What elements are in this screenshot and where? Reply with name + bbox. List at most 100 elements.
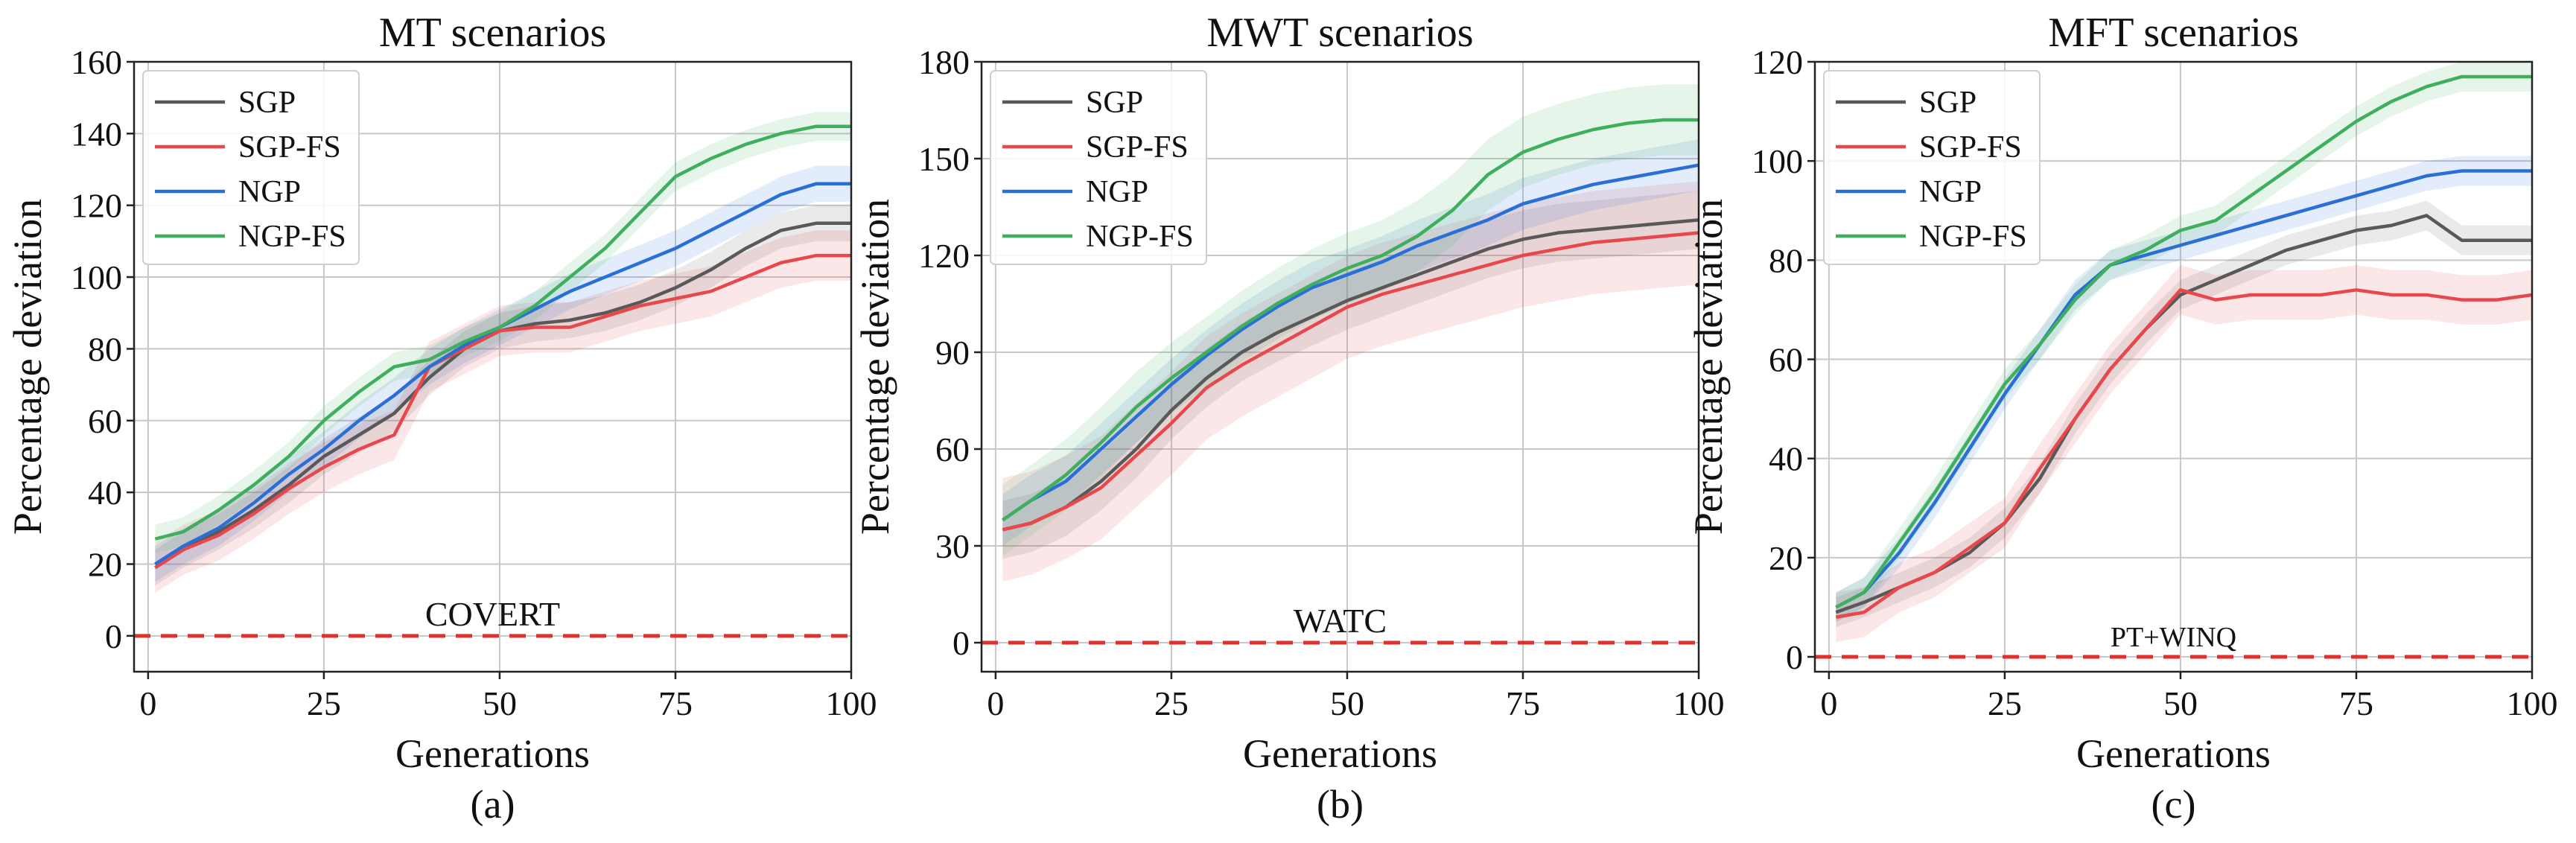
- series-line-ngp-fs: [1835, 74, 2532, 609]
- x-axis-label: Generations: [395, 731, 590, 776]
- x-tick-label: 50: [483, 684, 517, 722]
- panel-caption: (b): [1317, 782, 1364, 827]
- series-lines: [1002, 118, 1699, 532]
- band-sgp-fs: [1836, 265, 2532, 643]
- baseline-label: WATC: [1294, 602, 1387, 640]
- y-axis-label: Percentage deviation: [1686, 199, 1731, 535]
- legend-label-ngp-fs: NGP-FS: [1086, 220, 1194, 254]
- y-tick-label: 180: [918, 43, 970, 81]
- legend-label-sgp: SGP: [238, 86, 296, 120]
- y-tick-label: 120: [1752, 43, 1803, 81]
- legend-box: [1823, 70, 2041, 265]
- x-tick-label: 100: [2507, 684, 2558, 722]
- legend-label-ngp: NGP: [1919, 175, 1982, 209]
- y-tick-label: 0: [953, 624, 970, 662]
- y-tick-label: 120: [918, 237, 970, 275]
- band-ngp: [155, 165, 851, 582]
- legend: SGP SGP-FS NGP NGP-FS: [990, 70, 1207, 265]
- series-line-ngp: [1002, 163, 1699, 522]
- y-tick-label: 100: [1752, 142, 1803, 180]
- y-tick-label: 140: [71, 115, 122, 153]
- y-tick-label: 160: [71, 43, 122, 81]
- y-tick-label: 0: [1786, 638, 1803, 676]
- legend-label-sgp: SGP: [1919, 86, 1976, 120]
- series-line-sgp-fs: [1835, 288, 2533, 619]
- x-tick-label: 0: [139, 684, 156, 722]
- series-line-sgp-fs: [154, 253, 851, 570]
- y-tick-label: 40: [88, 474, 122, 512]
- chart-panel-1: COVERT 0 25 50 75 100 0 20 40 60 80 100 120 140 160 MT …: [5, 10, 877, 827]
- y-tick-label: 80: [1769, 241, 1803, 279]
- y-tick-label: 60: [935, 430, 970, 468]
- band-ngp-fs: [155, 112, 851, 554]
- band-sgp-fs: [1002, 181, 1699, 582]
- legend-box: [990, 70, 1207, 265]
- x-tick-label: 75: [2339, 684, 2373, 722]
- panel-title: MT scenarios: [379, 10, 606, 56]
- y-axis-label: Percentage deviation: [853, 199, 897, 535]
- x-tick-label: 50: [1330, 684, 1364, 722]
- y-tick-label: 20: [1769, 539, 1803, 577]
- x-tick-label: 100: [826, 684, 877, 722]
- series-line-ngp: [1835, 169, 2532, 609]
- y-tick-label: 150: [918, 140, 970, 178]
- chart-panel-2: WATC 0 25 50 75 100 0 30 60 90 120 150 180 MWT scenar…: [853, 10, 1725, 827]
- band-ngp: [1836, 156, 2532, 623]
- chart-panel-3: PT+WINQ 0 25 50 75 100 0 20 40 60 80 100 120 MFT scen…: [1686, 10, 2558, 827]
- y-tick-label: 30: [935, 527, 970, 565]
- confidence-bands: [1836, 62, 2532, 643]
- series-line-ngp-fs: [154, 124, 851, 541]
- y-tick-label: 60: [88, 402, 122, 440]
- plot-frame: [980, 60, 1700, 673]
- series-line-sgp-fs: [1002, 231, 1699, 532]
- x-tick-label: 100: [1673, 684, 1725, 722]
- x-tick-label: 0: [1820, 684, 1837, 722]
- y-tick-label: 90: [935, 334, 970, 372]
- legend-label-sgp-fs: SGP-FS: [1919, 130, 2022, 165]
- y-tick-label: 80: [88, 330, 122, 368]
- y-tick-label: 0: [105, 617, 122, 655]
- band-ngp-fs: [1002, 84, 1699, 556]
- legend-label-sgp: SGP: [1086, 86, 1143, 120]
- x-axis-label: Generations: [1243, 731, 1437, 776]
- series-line-sgp: [1002, 218, 1699, 532]
- y-tick-label: 40: [1769, 440, 1803, 478]
- legend-label-ngp-fs: NGP-FS: [238, 220, 346, 254]
- baseline-label: COVERT: [425, 595, 560, 633]
- x-axis-label: Generations: [2076, 731, 2271, 776]
- x-tick-label: 75: [1506, 684, 1540, 722]
- y-tick-label: 100: [71, 258, 122, 296]
- plot-frame: [1813, 60, 2534, 673]
- series-line-ngp-fs: [1002, 118, 1699, 522]
- y-tick-label: 20: [88, 545, 122, 583]
- panel-caption: (c): [2152, 782, 2196, 827]
- y-axis-label: Percentage deviation: [5, 199, 50, 535]
- legend-label-ngp: NGP: [238, 175, 301, 209]
- x-tick-label: 25: [307, 684, 341, 722]
- panel-title: MFT scenarios: [2048, 10, 2299, 56]
- legend-label-ngp-fs: NGP-FS: [1919, 220, 2027, 254]
- legend: SGP SGP-FS NGP NGP-FS: [142, 70, 360, 265]
- legend-box: [142, 70, 360, 265]
- legend-label-sgp-fs: SGP-FS: [238, 130, 341, 165]
- x-tick-label: 25: [1154, 684, 1189, 722]
- band-sgp: [1836, 200, 2532, 628]
- legend-label-sgp-fs: SGP-FS: [1086, 130, 1189, 165]
- band-ngp: [1002, 139, 1699, 546]
- baseline-label: PT+WINQ: [2111, 622, 2236, 653]
- x-tick-label: 25: [1988, 684, 2022, 722]
- band-sgp-fs: [155, 230, 851, 594]
- panel-title: MWT scenarios: [1206, 10, 1473, 56]
- x-tick-label: 75: [658, 684, 693, 722]
- x-tick-label: 0: [987, 684, 1004, 722]
- panel-caption: (a): [471, 782, 515, 827]
- legend-label-ngp: NGP: [1086, 175, 1148, 209]
- series-lines: [1835, 74, 2533, 619]
- band-sgp: [155, 205, 851, 586]
- series-lines: [154, 124, 851, 570]
- legend: SGP SGP-FS NGP NGP-FS: [1823, 70, 2041, 265]
- confidence-bands: [155, 112, 851, 594]
- plot-frame: [133, 60, 853, 673]
- x-tick-label: 50: [2163, 684, 2198, 722]
